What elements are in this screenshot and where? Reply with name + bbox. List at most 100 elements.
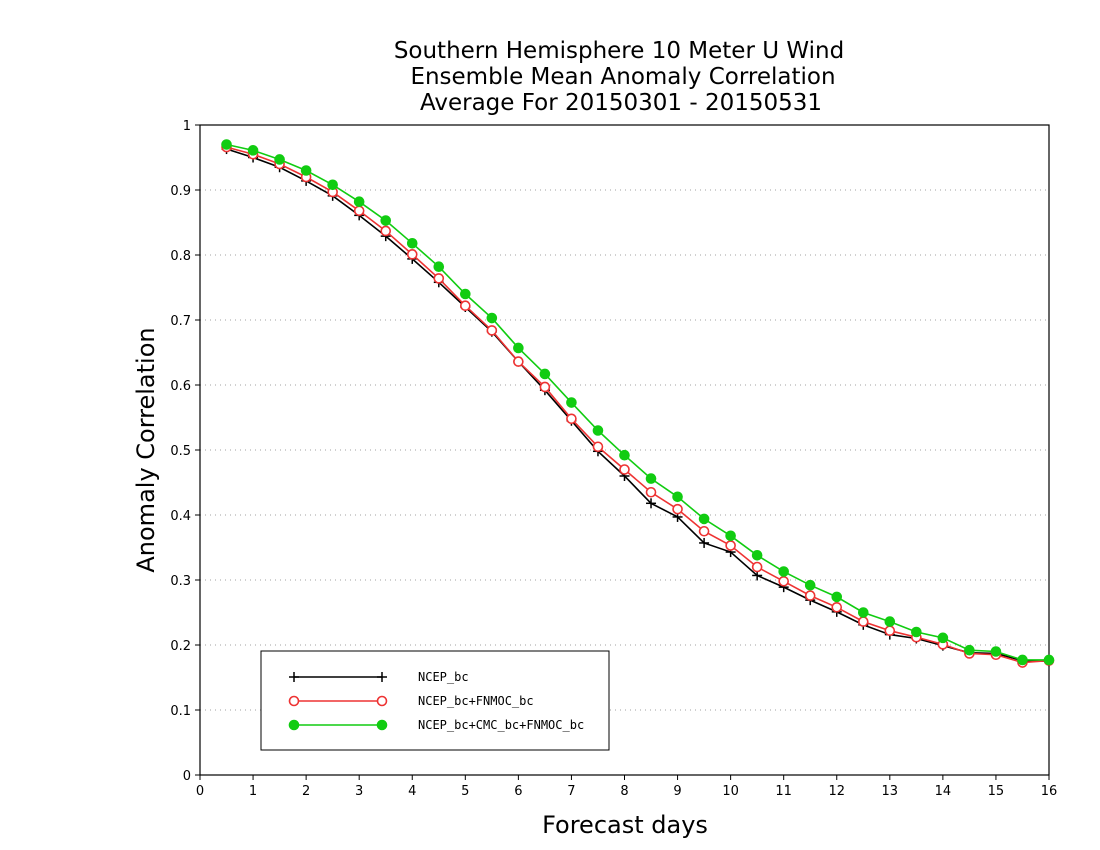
y-axis-title: Anomaly Correlation [132, 327, 160, 572]
data-point [486, 325, 498, 336]
x-axis-title: Forecast days [542, 811, 708, 839]
data-point [433, 273, 445, 284]
title-line-3: Average For 20150301 - 20150531 [420, 90, 822, 116]
data-point [327, 179, 338, 191]
x-tick-label: 4 [408, 784, 416, 799]
y-tick-label: 0.4 [170, 509, 191, 524]
legend: NCEP_bc NCEP_bc+FNMOC_bc NCEP_bc+CMC_bc+FN… [260, 650, 610, 751]
data-point [406, 249, 418, 260]
legend-entry-1: NCEP_bc+FNMOC_bc [288, 694, 534, 708]
y-tick-label: 0.8 [170, 249, 191, 264]
data-point [619, 449, 630, 461]
y-tick-label: 0.1 [170, 704, 191, 719]
legend-marker-end [376, 719, 388, 731]
data-point [884, 616, 896, 627]
data-point [221, 139, 232, 150]
data-point [353, 205, 365, 217]
x-tick-label: 16 [1041, 784, 1058, 799]
data-point [274, 154, 285, 165]
x-tick-label: 9 [673, 784, 681, 799]
data-point [460, 288, 471, 300]
data-point [672, 503, 683, 515]
data-point [247, 145, 259, 156]
series-1 [221, 141, 1055, 668]
data-point [645, 486, 657, 498]
y-tick-label: 0.2 [170, 639, 191, 654]
data-point [433, 261, 445, 273]
x-tick-label: 6 [514, 784, 522, 799]
data-point [592, 441, 604, 453]
data-point [831, 601, 843, 613]
data-point [353, 196, 365, 207]
data-point [380, 225, 392, 237]
data-point [539, 368, 551, 380]
legend-label: NCEP_bc+CMC_bc+FNMOC_bc [418, 718, 584, 732]
series-0 [221, 144, 1054, 667]
title-line-2: Ensemble Mean Anomaly Correlation [410, 64, 835, 90]
data-point [406, 238, 418, 249]
y-tick-label: 0.9 [170, 184, 191, 199]
data-point [884, 625, 896, 637]
data-point [645, 473, 657, 484]
data-point [857, 607, 869, 618]
series-line [226, 146, 1050, 664]
series-line [226, 143, 1049, 661]
data-point [1043, 654, 1055, 666]
legend-marker-end [377, 672, 387, 682]
y-tick-label: 1 [183, 119, 191, 134]
data-point [698, 525, 710, 537]
data-point [380, 215, 392, 226]
x-tick-label: 1 [249, 784, 257, 799]
data-point [513, 356, 524, 367]
y-tick-label: 0.3 [170, 574, 191, 589]
data-point [1017, 654, 1028, 666]
y-tick-label: 0.7 [170, 314, 191, 329]
data-point [778, 566, 789, 577]
x-tick-label: 0 [196, 784, 204, 799]
y-tick-label: 0.5 [170, 444, 191, 459]
legend-entry-2: NCEP_bc+CMC_bc+FNMOC_bc [288, 718, 584, 732]
legend-marker-start [288, 719, 300, 731]
x-tick-label: 3 [355, 784, 363, 799]
data-point [646, 498, 657, 509]
legend-label: NCEP_bc [418, 670, 469, 684]
data-point [804, 579, 816, 591]
data-point [778, 575, 789, 587]
data-point [592, 425, 604, 436]
series-lines [221, 139, 1055, 668]
data-point [751, 561, 763, 573]
data-point [699, 537, 710, 548]
data-point [672, 491, 683, 503]
data-point [990, 646, 1002, 657]
data-point [566, 413, 577, 425]
data-point [460, 300, 471, 312]
data-point [804, 590, 816, 601]
x-tick-label: 7 [567, 784, 575, 799]
legend-entry-0: NCEP_bc [289, 670, 469, 684]
data-point [964, 644, 975, 656]
data-point [513, 342, 524, 354]
data-point [619, 464, 630, 475]
series-line [226, 148, 1050, 663]
x-tick-label: 2 [302, 784, 310, 799]
x-tick-label: 5 [461, 784, 469, 799]
data-point [300, 165, 312, 176]
data-point [698, 513, 710, 525]
title-line-1: Southern Hemisphere 10 Meter U Wind [394, 38, 844, 64]
legend-marker-end [376, 695, 388, 707]
x-tick-label: 10 [722, 784, 739, 799]
data-point [937, 632, 949, 644]
data-point [911, 626, 922, 638]
legend-label: NCEP_bc+FNMOC_bc [418, 694, 534, 708]
x-tick-label: 11 [775, 784, 792, 799]
x-tick-label: 12 [828, 784, 845, 799]
x-tick-label: 14 [935, 784, 952, 799]
series-2 [221, 139, 1055, 666]
y-tick-label: 0.6 [170, 379, 191, 394]
data-point [566, 397, 577, 408]
data-point [486, 312, 498, 324]
axes: 00.10.20.30.40.50.60.70.80.910 1 2 3 4 5 6 7 8 9 1… [170, 119, 1057, 799]
x-tick-label: 15 [988, 784, 1005, 799]
data-point [857, 616, 869, 627]
